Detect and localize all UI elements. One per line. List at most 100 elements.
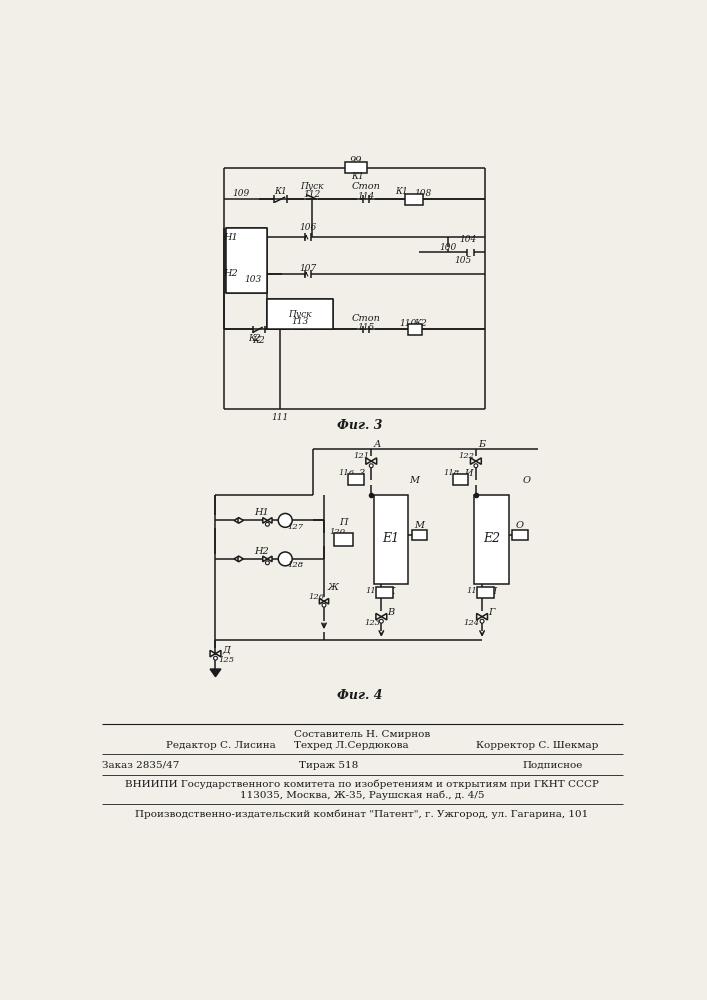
- Text: О: О: [516, 521, 524, 530]
- Text: Производственно-издательский комбинат "Патент", г. Ужгород, ул. Гагарина, 101: Производственно-издательский комбинат "П…: [135, 810, 588, 819]
- Bar: [226, 228, 267, 293]
- Text: Корректор С. Шекмар: Корректор С. Шекмар: [476, 741, 598, 750]
- Text: 113: 113: [291, 317, 308, 326]
- Text: К1: К1: [274, 187, 287, 196]
- Text: А: А: [374, 440, 381, 449]
- Bar: [474, 495, 509, 584]
- Text: И: И: [464, 469, 472, 478]
- Text: Г: Г: [488, 608, 495, 617]
- Text: Н1: Н1: [223, 233, 238, 242]
- Text: 124: 124: [463, 619, 479, 627]
- Text: Н2: Н2: [223, 269, 238, 278]
- Bar: [376, 587, 393, 598]
- Text: 116: 116: [339, 469, 354, 477]
- Text: Н1: Н1: [223, 233, 238, 242]
- Text: Техред Л.Сердюкова: Техред Л.Сердюкова: [293, 741, 409, 750]
- Text: Ж: Ж: [328, 583, 339, 592]
- Text: Тираж 518: Тираж 518: [299, 761, 358, 770]
- Text: 107: 107: [299, 264, 316, 273]
- Text: Стоп: Стоп: [351, 182, 380, 191]
- Text: 112: 112: [303, 190, 320, 199]
- Text: М: М: [409, 476, 419, 485]
- Bar: [477, 587, 493, 598]
- Text: 123: 123: [364, 619, 380, 627]
- Text: 105: 105: [455, 256, 472, 265]
- Text: М: М: [414, 521, 424, 530]
- Text: 106: 106: [299, 223, 316, 232]
- Text: Б: Б: [479, 440, 486, 449]
- Text: 101: 101: [240, 229, 257, 238]
- Text: Пуск: Пуск: [300, 182, 323, 191]
- Circle shape: [322, 603, 326, 607]
- Bar: [348, 474, 363, 485]
- Text: О: О: [522, 476, 530, 485]
- Bar: [404, 194, 423, 205]
- Text: 114: 114: [357, 192, 375, 201]
- Text: 122: 122: [459, 452, 474, 460]
- Text: Фиг. 3: Фиг. 3: [337, 419, 382, 432]
- Circle shape: [369, 464, 373, 468]
- Circle shape: [380, 619, 383, 623]
- Text: Фиг. 4: Фиг. 4: [337, 689, 382, 702]
- Text: 3: 3: [359, 469, 365, 478]
- Text: 104: 104: [460, 235, 477, 244]
- Text: К2: К2: [414, 319, 427, 328]
- Text: Пуск: Пуск: [288, 310, 311, 319]
- Text: 117: 117: [366, 587, 382, 595]
- Text: 127: 127: [287, 523, 303, 531]
- Circle shape: [279, 513, 292, 527]
- Circle shape: [474, 464, 478, 468]
- Text: Н1: Н1: [255, 508, 269, 517]
- Text: 128: 128: [287, 561, 303, 569]
- Text: К1: К1: [351, 172, 363, 181]
- Text: Д: Д: [223, 645, 230, 654]
- Text: 103: 103: [245, 275, 262, 284]
- Text: Редактор С. Лисина: Редактор С. Лисина: [166, 741, 276, 750]
- Text: 115: 115: [357, 323, 375, 332]
- Text: 109: 109: [233, 189, 250, 198]
- Text: Стоп: Стоп: [351, 314, 380, 323]
- Bar: [267, 299, 332, 329]
- Text: 111: 111: [271, 413, 288, 422]
- Polygon shape: [210, 669, 221, 677]
- Text: 121: 121: [354, 452, 370, 460]
- Text: Е2: Е2: [483, 532, 500, 545]
- Text: В: В: [387, 608, 395, 617]
- Bar: [411, 530, 427, 540]
- Text: Е1: Е1: [382, 532, 399, 545]
- Text: 118: 118: [443, 469, 459, 477]
- Text: 126: 126: [308, 593, 325, 601]
- Text: К: К: [387, 587, 395, 596]
- Text: 113035, Москва, Ж-35, Раушская наб., д. 4/5: 113035, Москва, Ж-35, Раушская наб., д. …: [240, 791, 484, 800]
- Circle shape: [480, 619, 484, 623]
- Text: 100: 100: [439, 243, 457, 252]
- Text: Заказ 2835/47: Заказ 2835/47: [103, 761, 180, 770]
- Text: Л: Л: [488, 587, 496, 596]
- Text: П: П: [339, 518, 348, 527]
- Text: 110: 110: [400, 319, 417, 328]
- Bar: [373, 495, 409, 584]
- Bar: [452, 474, 468, 485]
- Text: Н2: Н2: [223, 269, 238, 278]
- Text: К2: К2: [252, 336, 265, 345]
- Bar: [513, 530, 528, 540]
- Text: 99: 99: [349, 156, 362, 165]
- Text: 108: 108: [414, 189, 432, 198]
- Text: ВНИИПИ Государственного комитета по изобретениям и открытиям при ГКНТ СССР: ВНИИПИ Государственного комитета по изоб…: [125, 780, 599, 789]
- Text: 125: 125: [218, 656, 235, 664]
- Text: 102: 102: [245, 239, 262, 248]
- Text: Составитель Н. Смирнов: Составитель Н. Смирнов: [294, 730, 430, 739]
- Bar: [409, 324, 422, 335]
- Text: Н2: Н2: [255, 547, 269, 556]
- Text: К1: К1: [395, 187, 408, 196]
- Bar: [334, 533, 353, 546]
- Text: 119: 119: [466, 587, 482, 595]
- Text: К2: К2: [249, 334, 262, 343]
- Circle shape: [265, 522, 269, 526]
- Circle shape: [265, 561, 269, 565]
- Text: 120: 120: [329, 528, 345, 536]
- Circle shape: [279, 552, 292, 566]
- Circle shape: [214, 656, 218, 660]
- Bar: [345, 162, 367, 173]
- Text: Подписное: Подписное: [522, 761, 583, 770]
